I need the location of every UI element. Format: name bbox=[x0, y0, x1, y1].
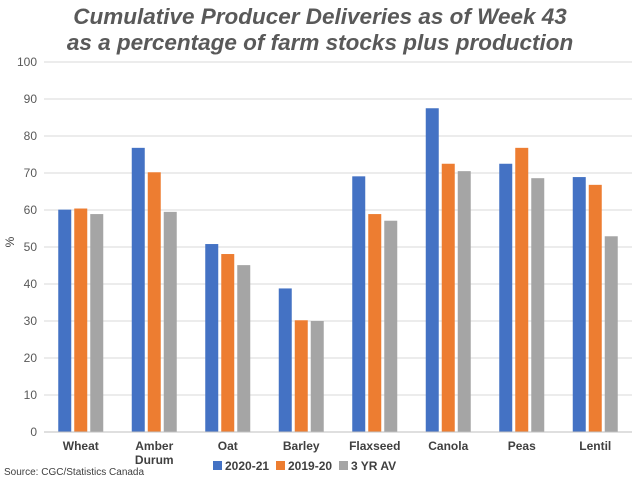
chart-title-line: as a percentage of farm stocks plus prod… bbox=[67, 30, 573, 55]
y-tick-label: 10 bbox=[24, 388, 38, 402]
bar bbox=[531, 178, 545, 432]
x-category-label: Oat bbox=[218, 439, 238, 453]
bars bbox=[58, 108, 618, 432]
y-tick-label: 70 bbox=[24, 166, 38, 180]
bar bbox=[58, 209, 72, 432]
x-category-label: Peas bbox=[508, 439, 536, 453]
y-tick-label: 60 bbox=[24, 203, 38, 217]
y-axis-ticks: 0 10 20 30 40 50 60 70 80 90 100 bbox=[17, 55, 37, 439]
x-category-label: Wheat bbox=[63, 439, 99, 453]
bar bbox=[368, 214, 382, 432]
bar bbox=[74, 208, 88, 432]
bar bbox=[588, 184, 602, 432]
y-tick-label: 30 bbox=[24, 314, 38, 328]
y-tick-label: 50 bbox=[24, 240, 38, 254]
bar bbox=[221, 254, 235, 432]
legend-swatch bbox=[339, 461, 348, 470]
bar bbox=[163, 211, 177, 432]
bar bbox=[237, 265, 251, 432]
chart-title: Cumulative Producer Deliveries as of Wee… bbox=[67, 4, 573, 55]
bar bbox=[384, 220, 398, 432]
bar bbox=[294, 320, 308, 432]
bar bbox=[515, 147, 529, 432]
legend-label: 2019-20 bbox=[288, 459, 332, 473]
bar bbox=[278, 288, 292, 432]
bar bbox=[310, 321, 324, 432]
y-axis-label: % bbox=[3, 236, 17, 247]
legend-label: 2020-21 bbox=[225, 459, 269, 473]
legend: 2020-21 2019-20 3 YR AV bbox=[213, 459, 396, 473]
bar bbox=[499, 163, 513, 432]
bar bbox=[147, 172, 161, 432]
bar bbox=[441, 163, 455, 432]
legend-swatch bbox=[213, 461, 222, 470]
x-category-label: Canola bbox=[428, 439, 468, 453]
x-category-label: Flaxseed bbox=[349, 439, 400, 453]
legend-swatch bbox=[276, 461, 285, 470]
bar bbox=[205, 244, 219, 432]
bar bbox=[572, 177, 586, 432]
bar bbox=[457, 171, 471, 432]
bar bbox=[604, 236, 618, 432]
y-tick-label: 80 bbox=[24, 129, 38, 143]
bar bbox=[131, 147, 145, 432]
y-tick-label: 20 bbox=[24, 351, 38, 365]
bar bbox=[90, 214, 104, 432]
y-tick-label: 40 bbox=[24, 277, 38, 291]
y-tick-label: 100 bbox=[17, 55, 37, 69]
y-tick-label: 90 bbox=[24, 92, 38, 106]
legend-label: 3 YR AV bbox=[351, 459, 396, 473]
x-category-label: Durum bbox=[135, 453, 174, 467]
x-category-label: Lentil bbox=[579, 439, 611, 453]
bar bbox=[352, 176, 366, 432]
chart-title-line: Cumulative Producer Deliveries as of Wee… bbox=[73, 4, 567, 29]
bar bbox=[425, 108, 439, 432]
source-note: Source: CGC/Statistics Canada bbox=[4, 467, 144, 478]
y-tick-label: 0 bbox=[30, 425, 37, 439]
x-category-label: Barley bbox=[283, 439, 320, 453]
x-category-label: Amber bbox=[135, 439, 173, 453]
